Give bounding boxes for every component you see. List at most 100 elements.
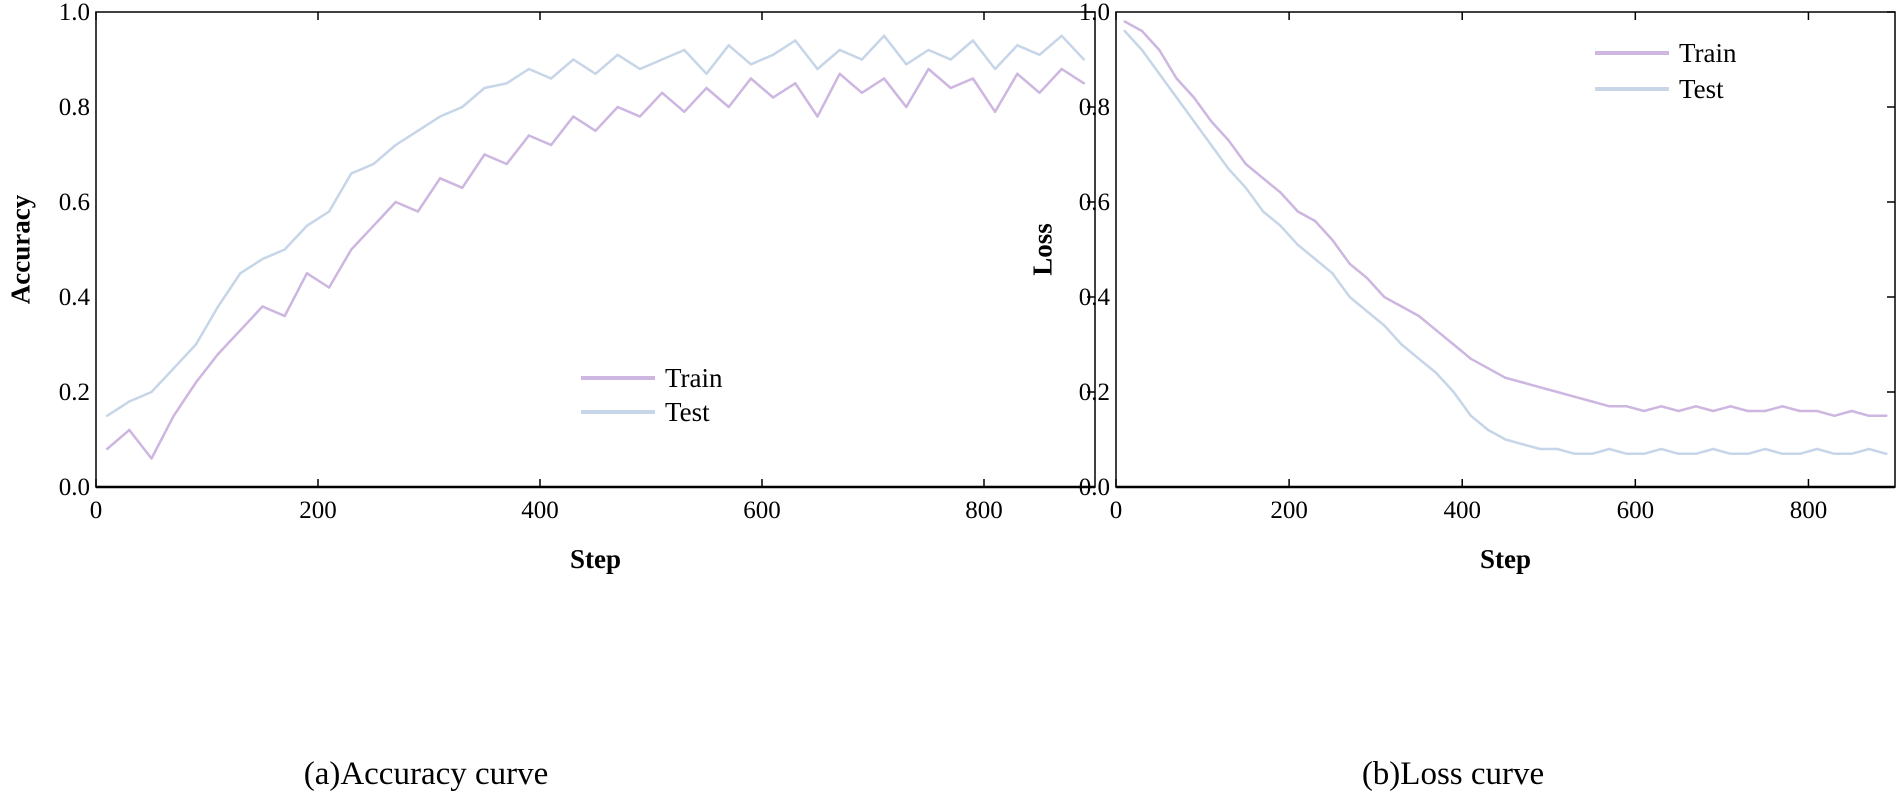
data-point-train bbox=[1850, 409, 1853, 413]
data-point-train bbox=[749, 77, 753, 80]
data-point-train bbox=[1158, 48, 1161, 52]
data-point-train bbox=[771, 96, 775, 99]
data-point-train bbox=[1452, 343, 1455, 346]
legend-label-test: Test bbox=[1679, 74, 1724, 104]
plot-frame bbox=[1115, 11, 1896, 488]
data-point-test bbox=[1833, 452, 1836, 455]
data-point-train bbox=[1867, 414, 1871, 417]
data-point-train bbox=[1244, 162, 1248, 166]
data-point-test bbox=[1729, 452, 1732, 455]
data-point-test bbox=[705, 72, 708, 75]
x-tick-label: 400 bbox=[1443, 497, 1481, 524]
data-point-test bbox=[105, 414, 109, 417]
data-point-test bbox=[838, 48, 841, 52]
data-point-train bbox=[683, 110, 686, 113]
y-tick-label: 0.4 bbox=[59, 284, 91, 311]
data-point-test bbox=[1746, 452, 1750, 455]
data-point-test bbox=[1192, 120, 1196, 123]
data-point-test bbox=[905, 63, 908, 66]
data-point-test bbox=[927, 48, 930, 52]
data-point-train bbox=[949, 86, 952, 90]
data-point-test bbox=[1313, 257, 1317, 261]
data-point-train bbox=[1082, 82, 1086, 85]
accuracy-chart: 0 200 400 600 800 0.0 0.2 0.4 0.6 0.8 1.0 Step Accur… bbox=[5, 0, 1096, 792]
y-axis-label: Accuracy bbox=[5, 194, 35, 304]
data-point-test bbox=[1417, 357, 1421, 360]
data-point-train bbox=[1833, 414, 1836, 417]
legend-label-train: Train bbox=[665, 363, 723, 393]
data-point-test bbox=[1038, 53, 1041, 56]
data-point-train bbox=[905, 105, 908, 109]
data-point-train bbox=[1383, 295, 1386, 299]
data-point-train bbox=[1227, 139, 1230, 142]
data-point-train bbox=[1763, 409, 1767, 413]
data-point-train bbox=[1625, 405, 1628, 408]
data-point-test bbox=[1798, 452, 1801, 455]
data-point-train bbox=[305, 272, 309, 275]
data-point-train bbox=[1123, 20, 1126, 23]
data-point-train bbox=[1417, 314, 1421, 318]
data-point-train bbox=[105, 447, 109, 451]
chart-caption: (a)Accuracy curve bbox=[304, 756, 549, 792]
data-point-train bbox=[993, 110, 997, 113]
data-point-test bbox=[816, 67, 819, 71]
data-point-test bbox=[594, 72, 597, 75]
data-point-train bbox=[1538, 386, 1542, 389]
data-point-train bbox=[1192, 96, 1196, 99]
x-tick-label: 0 bbox=[90, 497, 103, 524]
data-point-train bbox=[1556, 390, 1559, 394]
data-point-test bbox=[993, 67, 997, 71]
x-tick-label: 800 bbox=[965, 497, 1003, 524]
data-point-train bbox=[261, 305, 264, 308]
data-point-test bbox=[638, 67, 642, 71]
x-tick-label: 800 bbox=[1790, 497, 1828, 524]
data-point-test bbox=[1365, 310, 1369, 313]
data-point-train bbox=[1798, 409, 1801, 413]
data-point-test bbox=[1521, 443, 1525, 446]
data-point-test bbox=[483, 86, 486, 90]
data-point-test bbox=[150, 390, 153, 394]
data-point-test bbox=[1712, 447, 1715, 451]
x-tick-label: 200 bbox=[1270, 497, 1308, 524]
data-point-train bbox=[1365, 276, 1369, 280]
data-point-train bbox=[1331, 238, 1334, 242]
data-point-train bbox=[350, 248, 353, 251]
data-point-train bbox=[239, 329, 242, 332]
data-point-test bbox=[527, 67, 531, 71]
data-point-train bbox=[594, 129, 597, 132]
data-point-test bbox=[305, 224, 309, 227]
data-point-test bbox=[128, 400, 131, 403]
data-point-test bbox=[261, 257, 264, 261]
data-point-test bbox=[1677, 452, 1680, 455]
data-point-test bbox=[1625, 452, 1628, 455]
data-point-test bbox=[1660, 447, 1663, 451]
data-point-train bbox=[838, 72, 841, 75]
data-point-train bbox=[1279, 191, 1282, 194]
data-point-test bbox=[949, 58, 952, 61]
loss-chart: 0 200 400 600 800 0.0 0.2 0.4 0.6 0.8 1.0 Step Loss T… bbox=[1027, 0, 1896, 792]
data-point-test bbox=[971, 39, 975, 42]
data-point-train bbox=[616, 105, 619, 109]
data-point-test bbox=[1261, 210, 1265, 213]
chart-caption: (b)Loss curve bbox=[1362, 756, 1544, 792]
data-point-test bbox=[350, 172, 353, 175]
y-tick-label: 0.8 bbox=[1079, 94, 1110, 121]
data-point-test bbox=[1694, 452, 1698, 455]
data-point-train bbox=[1642, 409, 1646, 413]
data-point-train bbox=[1435, 329, 1438, 332]
data-point-train bbox=[1038, 91, 1041, 94]
legend: Train Test bbox=[581, 363, 723, 427]
data-point-train bbox=[1016, 72, 1019, 75]
y-tick-label: 0.8 bbox=[59, 94, 90, 121]
data-point-train bbox=[1608, 405, 1611, 408]
data-point-test bbox=[416, 129, 420, 132]
data-point-test bbox=[1763, 447, 1767, 451]
data-point-train bbox=[705, 86, 708, 90]
data-point-train bbox=[1296, 210, 1299, 213]
data-point-test bbox=[771, 53, 775, 56]
data-point-train bbox=[927, 67, 930, 71]
data-point-train bbox=[1660, 405, 1663, 408]
legend-label-test: Test bbox=[665, 397, 710, 427]
legend-label-train: Train bbox=[1679, 38, 1737, 68]
